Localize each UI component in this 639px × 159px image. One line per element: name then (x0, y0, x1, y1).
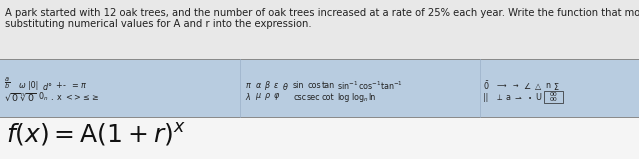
Text: $\varphi$: $\varphi$ (273, 91, 280, 103)
Text: -: - (63, 82, 66, 90)
Text: $\longrightarrow$: $\longrightarrow$ (495, 83, 507, 89)
Text: ||: || (483, 93, 488, 101)
Text: tan$^{-1}$: tan$^{-1}$ (380, 80, 403, 92)
Text: sin: sin (293, 82, 304, 90)
Text: log: log (337, 93, 350, 101)
Text: $\varepsilon$: $\varepsilon$ (273, 82, 279, 90)
Text: sin$^{-1}$: sin$^{-1}$ (337, 80, 358, 92)
FancyBboxPatch shape (0, 0, 639, 59)
Text: cot: cot (322, 93, 335, 101)
Text: $\cdot$: $\cdot$ (50, 93, 54, 101)
Text: 00
00: 00 00 (549, 92, 557, 102)
Text: |0|: |0| (28, 82, 38, 90)
Text: $\rightharpoonup$: $\rightharpoonup$ (513, 93, 523, 101)
Text: $\beta$: $\beta$ (264, 80, 271, 93)
Text: $\theta$: $\theta$ (282, 80, 289, 91)
Text: =: = (71, 82, 78, 90)
Text: substituting numerical values for A and r into the expression.: substituting numerical values for A and … (5, 19, 312, 29)
Text: $\geq$: $\geq$ (90, 93, 100, 101)
Text: $d°$: $d°$ (42, 80, 52, 91)
Text: $\sqrt[n]{0}$: $\sqrt[n]{0}$ (20, 91, 36, 103)
Text: log$_n$: log$_n$ (351, 90, 369, 104)
Text: a: a (505, 93, 510, 101)
Text: x: x (57, 93, 62, 101)
Text: U: U (535, 93, 541, 101)
Text: $\Sigma$: $\Sigma$ (553, 80, 560, 91)
Text: $0_n$: $0_n$ (38, 91, 49, 103)
Text: $\bar{0}$: $\bar{0}$ (483, 80, 489, 92)
Text: tan: tan (322, 82, 335, 90)
Text: ln: ln (368, 93, 375, 101)
Text: $\frac{a}{b}$: $\frac{a}{b}$ (4, 76, 10, 92)
Text: $\sqrt{0}$: $\sqrt{0}$ (4, 91, 20, 103)
Text: $\bullet$: $\bullet$ (527, 94, 532, 100)
Text: $f(x)=\mathrm{A}(1+r)^{x}$: $f(x)=\mathrm{A}(1+r)^{x}$ (6, 121, 186, 148)
Text: $\triangle$: $\triangle$ (533, 80, 543, 91)
Text: $\pi$: $\pi$ (80, 82, 87, 90)
Text: A park started with 12 oak trees, and the number of oak trees increased at a rat: A park started with 12 oak trees, and th… (5, 8, 639, 18)
Text: $\omega$: $\omega$ (18, 82, 26, 90)
Text: $\perp$: $\perp$ (495, 92, 504, 102)
Text: $\rho$: $\rho$ (264, 91, 271, 103)
Text: $\pi$: $\pi$ (245, 82, 252, 90)
Text: $\angle$: $\angle$ (523, 81, 531, 91)
FancyBboxPatch shape (0, 117, 639, 159)
Text: $\leq$: $\leq$ (81, 93, 91, 101)
Text: $\lambda$: $\lambda$ (245, 91, 251, 103)
Text: cos: cos (307, 82, 321, 90)
Text: sec: sec (307, 93, 321, 101)
Text: $\alpha$: $\alpha$ (255, 82, 262, 90)
Text: $\rightarrow$: $\rightarrow$ (511, 83, 520, 89)
Text: cos$^{-1}$: cos$^{-1}$ (358, 80, 381, 92)
FancyBboxPatch shape (0, 59, 639, 117)
Text: csc: csc (293, 93, 306, 101)
Text: >: > (73, 93, 80, 101)
Text: n: n (545, 82, 550, 90)
Text: +: + (55, 82, 61, 90)
Text: $\mu$: $\mu$ (255, 91, 262, 103)
Text: <: < (65, 93, 72, 101)
